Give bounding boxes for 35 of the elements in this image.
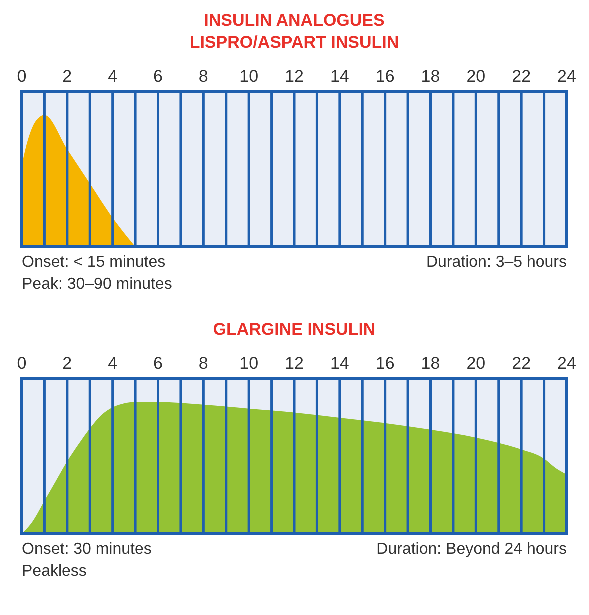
text: Peak: 30–90 minutes (22, 276, 172, 293)
text: Duration: 3–5 hours (426, 254, 567, 271)
text: Onset: < 15 minutes (22, 254, 166, 271)
x-tick-label: 10 (240, 67, 259, 86)
x-tick-label: 18 (421, 67, 440, 86)
x-tick-label: 4 (108, 354, 118, 373)
x-tick-label: 18 (421, 354, 440, 373)
x-tick-label: 8 (198, 354, 208, 373)
x-tick-label: 20 (466, 67, 486, 86)
x-tick-label: 14 (330, 67, 350, 86)
x-tick-label: 2 (62, 354, 72, 373)
x-tick-label: 6 (154, 354, 163, 373)
text: Duration: Beyond 24 hours (376, 541, 567, 558)
x-tick-label: 10 (240, 354, 259, 373)
x-tick-label: 24 (558, 67, 576, 86)
x-tick-label: 16 (376, 67, 395, 86)
chart-title: INSULIN ANALOGUES (204, 11, 385, 30)
x-tick-label: 12 (285, 354, 304, 373)
chart-subtitle: LISPRO/ASPART INSULIN (190, 33, 400, 52)
x-tick-label: 2 (62, 67, 72, 86)
text: Peakless (22, 563, 87, 580)
x-tick-label: 14 (330, 354, 350, 373)
x-tick-label: 20 (466, 354, 486, 373)
x-tick-label: 22 (512, 354, 532, 373)
x-tick-label: 0 (17, 354, 27, 373)
x-tick-label: 4 (108, 67, 118, 86)
chart-title: GLARGINE INSULIN (213, 320, 376, 339)
x-tick-label: 22 (512, 67, 532, 86)
x-tick-label: 16 (376, 354, 395, 373)
x-tick-label: 24 (558, 354, 576, 373)
x-tick-label: 8 (198, 67, 208, 86)
x-tick-label: 12 (285, 67, 304, 86)
x-tick-label: 0 (17, 67, 27, 86)
text: Onset: 30 minutes (22, 541, 152, 558)
x-tick-label: 6 (154, 67, 163, 86)
